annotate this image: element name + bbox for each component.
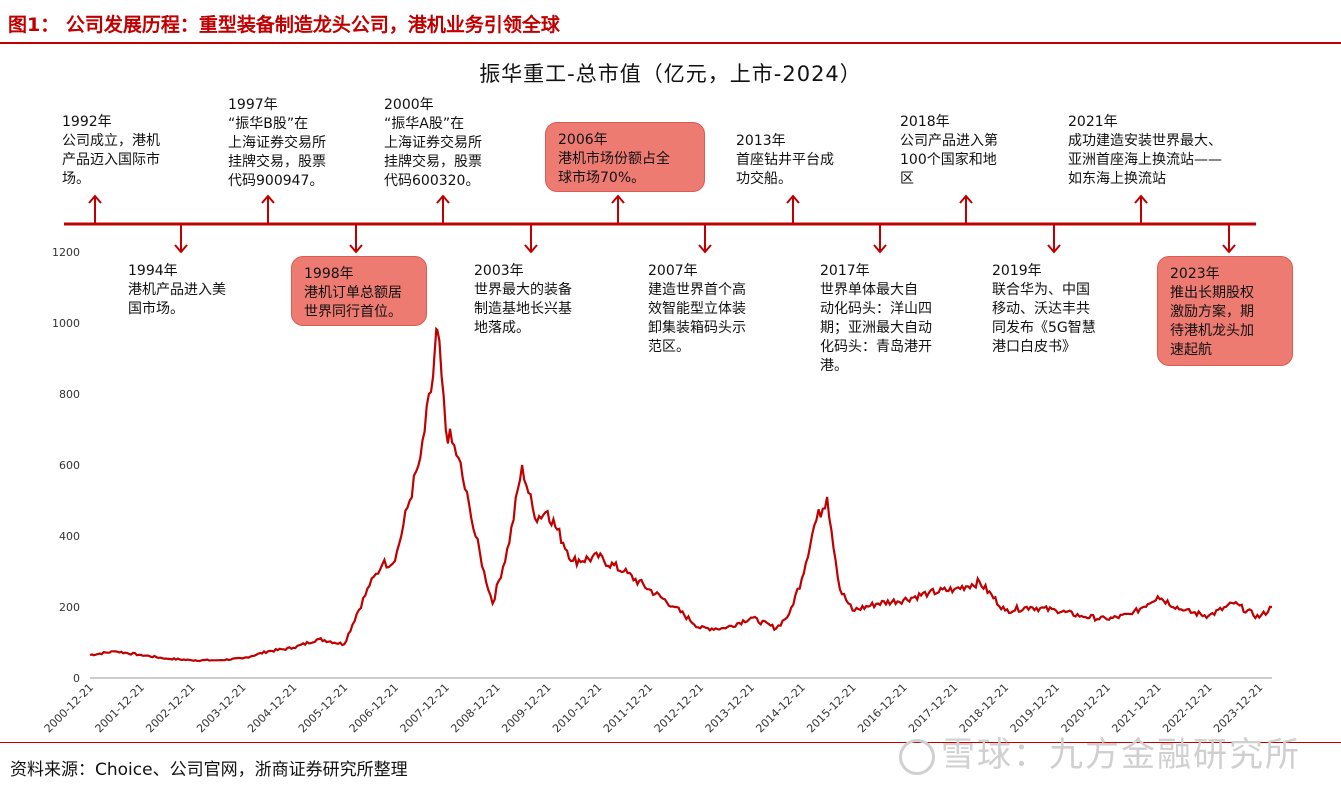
- event-text: “振华B股”在 上海证券交易所 挂牌交易，股票 代码900947。: [228, 116, 326, 189]
- timeline-markers: [88, 194, 1236, 254]
- event-text: 公司成立，港机 产品迈入国际市 场。: [62, 133, 160, 187]
- timeline-event: 2013年首座钻井平台成 功交船。: [736, 132, 834, 189]
- x-tick-label: 2005-12-21: [296, 681, 350, 735]
- x-tick-label: 2010-12-21: [550, 681, 604, 735]
- arrow-head-icon: [698, 244, 712, 254]
- event-year: 2023年: [1170, 266, 1220, 282]
- event-year: 1997年: [228, 97, 278, 113]
- x-tick-label: 2001-12-21: [93, 681, 147, 735]
- arrow-head-icon: [1134, 194, 1148, 204]
- y-axis: 0 200 400 600 800 1000 1200: [52, 246, 1272, 685]
- timeline-event: 1994年港机产品进入美 国市场。: [128, 262, 226, 319]
- y-tick-label: 400: [59, 530, 80, 543]
- arrow-head-icon: [436, 194, 450, 204]
- watermark-logo-icon: [899, 738, 935, 775]
- arrow-head-icon: [88, 194, 102, 204]
- source-note: 资料来源：Choice、公司官网，浙商证券研究所整理: [10, 760, 408, 780]
- bottom-rule: [0, 742, 1341, 743]
- x-tick-label: 2007-12-21: [398, 681, 452, 735]
- event-text: 世界单体最大自 动化码头：洋山四 期；亚洲最大自动 化码头：青岛港开 港。: [820, 282, 932, 374]
- figure-title: 图1： 公司发展历程：重型装备制造龙头公司，港机业务引领全球: [8, 14, 560, 36]
- event-year: 2017年: [820, 263, 870, 279]
- event-year: 1992年: [62, 114, 112, 130]
- arrow-head-icon: [174, 244, 188, 254]
- event-year: 2019年: [992, 263, 1042, 279]
- x-tick-label: 2011-12-21: [601, 681, 655, 735]
- x-tick-label: 2002-12-21: [143, 681, 197, 735]
- arrow-head-icon: [261, 194, 275, 204]
- arrow-head-icon: [786, 194, 800, 204]
- arrow-head-icon: [1222, 244, 1236, 254]
- event-text: 建造世界首个高 效智能型立体装 卸集装箱码头示 范区。: [648, 282, 746, 355]
- x-tick-label: 2013-12-21: [703, 681, 757, 735]
- timeline-event: 2021年成功建造安装世界最大、 亚洲首座海上换流站—— 如东海上换流站: [1068, 113, 1222, 189]
- event-year: 2018年: [900, 114, 950, 130]
- chart-title: 振华重工-总市值（亿元，上市-2024）: [479, 62, 862, 86]
- x-tick-label: 2012-12-21: [652, 681, 706, 735]
- x-tick-label: 2009-12-21: [499, 681, 553, 735]
- y-tick-label: 1200: [52, 246, 80, 259]
- x-tick-label: 2015-12-21: [804, 681, 858, 735]
- y-tick-label: 800: [59, 388, 80, 401]
- x-tick-label: 2003-12-21: [194, 681, 248, 735]
- x-tick-label: 2000-12-21: [42, 681, 96, 735]
- event-year: 2000年: [384, 97, 434, 113]
- event-text: “振华A股”在 上海证券交易所 挂牌交易，股票 代码600320。: [384, 116, 482, 189]
- top-rule: [0, 42, 1341, 44]
- event-year: 2007年: [648, 263, 698, 279]
- event-text: 港机订单总额居 世界同行首位。: [304, 285, 402, 320]
- event-text: 联合华为、中国 移动、沃达丰共 同发布《5G智慧 港口白皮书》: [992, 282, 1096, 355]
- timeline-event: 2018年公司产品进入第 100个国家和地 区: [900, 113, 998, 189]
- y-tick-label: 600: [59, 459, 80, 472]
- timeline-event: 1998年港机订单总额居 世界同行首位。: [291, 256, 427, 326]
- event-text: 港机市场份额占全 球市场70%。: [558, 151, 670, 186]
- arrow-head-icon: [959, 194, 973, 204]
- timeline-event: 2003年世界最大的装备 制造基地长兴基 地落成。: [474, 262, 572, 338]
- event-year: 1998年: [304, 266, 354, 282]
- event-text: 世界最大的装备 制造基地长兴基 地落成。: [474, 282, 572, 336]
- event-text: 推出长期股权 激励方案，期 待港机龙头加 速起航: [1170, 285, 1254, 358]
- timeline-event: 2007年建造世界首个高 效智能型立体装 卸集装箱码头示 范区。: [648, 262, 746, 357]
- timeline-event: 2017年世界单体最大自 动化码头：洋山四 期；亚洲最大自动 化码头：青岛港开 …: [820, 262, 932, 376]
- event-year: 2003年: [474, 263, 524, 279]
- arrow-head-icon: [873, 244, 887, 254]
- watermark-text: 雪球：九方金融研究所: [941, 735, 1301, 775]
- y-tick-label: 0: [73, 672, 80, 685]
- event-year: 2021年: [1068, 114, 1118, 130]
- y-tick-label: 200: [59, 601, 80, 614]
- y-tick-label: 1000: [52, 317, 80, 330]
- arrow-head-icon: [524, 244, 538, 254]
- event-text: 港机产品进入美 国市场。: [128, 282, 226, 317]
- event-year: 1994年: [128, 263, 178, 279]
- arrow-head-icon: [1047, 244, 1061, 254]
- event-year: 2006年: [558, 132, 608, 148]
- timeline-event: 2019年联合华为、中国 移动、沃达丰共 同发布《5G智慧 港口白皮书》: [992, 262, 1096, 357]
- timeline-event: 2006年港机市场份额占全 球市场70%。: [545, 122, 705, 192]
- event-year: 2013年: [736, 133, 786, 149]
- arrow-head-icon: [611, 194, 625, 204]
- timeline-event: 1997年 “振华B股”在 上海证券交易所 挂牌交易，股票 代码900947。: [228, 96, 326, 191]
- event-text: 首座钻井平台成 功交船。: [736, 152, 834, 187]
- x-tick-label: 2014-12-21: [753, 681, 807, 735]
- watermark: 雪球：九方金融研究所: [899, 727, 1301, 776]
- event-text: 公司产品进入第 100个国家和地 区: [900, 133, 998, 187]
- x-tick-label: 2006-12-21: [347, 681, 401, 735]
- event-text: 成功建造安装世界最大、 亚洲首座海上换流站—— 如东海上换流站: [1068, 133, 1222, 187]
- timeline-event: 1992年公司成立，港机 产品迈入国际市 场。: [62, 113, 160, 189]
- series-line: [89, 326, 1273, 663]
- arrow-head-icon: [349, 244, 363, 254]
- x-tick-label: 2008-12-21: [448, 681, 502, 735]
- x-tick-label: 2004-12-21: [245, 681, 299, 735]
- timeline-event: 2000年 “振华A股”在 上海证券交易所 挂牌交易，股票 代码600320。: [384, 96, 482, 191]
- timeline-event: 2023年推出长期股权 激励方案，期 待港机龙头加 速起航: [1157, 256, 1293, 366]
